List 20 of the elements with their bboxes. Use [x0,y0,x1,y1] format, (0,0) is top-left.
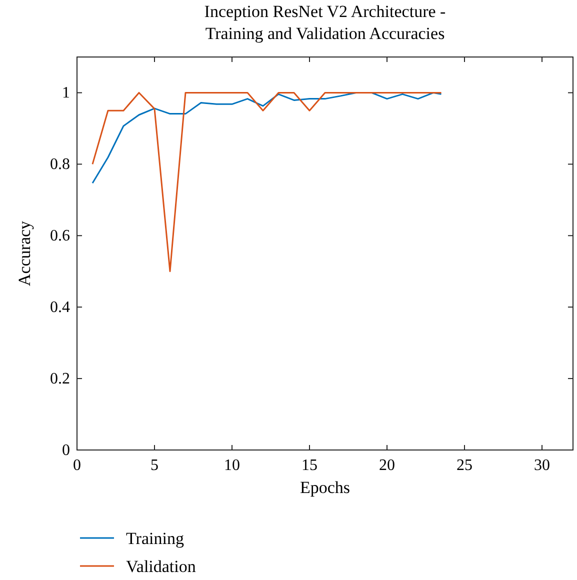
x-tick-label: 5 [150,457,158,474]
y-tick-label: 0 [62,442,70,459]
y-tick-label: 0.4 [50,299,70,316]
chart-title: Inception ResNet V2 Architecture - Training and Validation Accuracies [204,2,446,43]
y-tick-label: 1 [62,84,70,102]
legend-label: Validation [126,557,196,576]
line-series [92,92,442,272]
x-axis-title: Epochs [300,478,350,497]
line-series [92,92,442,184]
x-tick-label: 15 [302,457,318,474]
y-tick-label: 0.2 [50,370,70,388]
y-axis-title: Accuracy [15,220,34,286]
x-tick-label: 25 [456,457,472,474]
x-tick-label: 20 [379,457,395,474]
y-tick-label: 0.6 [50,228,70,245]
legend-label: Training [126,529,184,548]
x-tick-label: 0 [73,457,81,474]
x-tick-label: 10 [224,457,240,474]
x-tick-label: 30 [534,457,550,474]
y-tick-label: 0.8 [50,156,70,174]
